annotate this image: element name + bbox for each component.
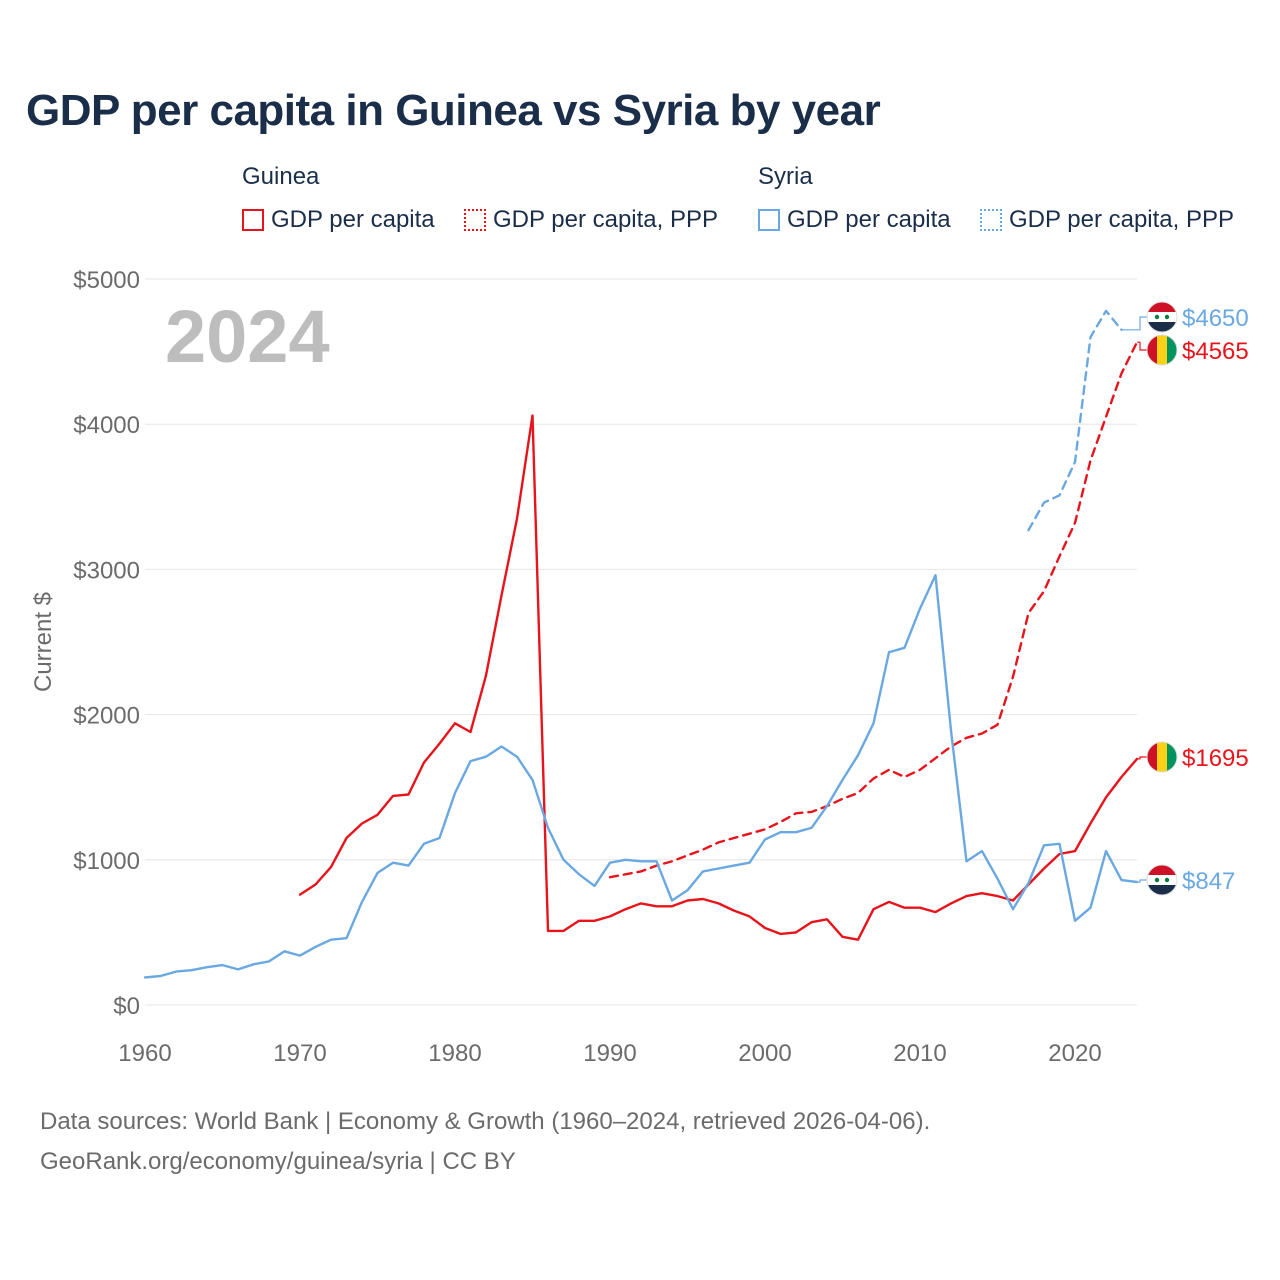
end-labels: $1695 $4565 $847 $4650 bbox=[1121, 301, 1249, 896]
legend-swatch-guinea-gdp bbox=[242, 209, 264, 231]
legend-group-guinea: Guinea bbox=[242, 163, 320, 190]
syria-flag-icon bbox=[1146, 301, 1178, 333]
x-tick-label: 1960 bbox=[118, 1040, 171, 1067]
end-value-label-syria-ppp: $4650 bbox=[1182, 305, 1249, 332]
legend-label-syria-ppp: GDP per capita, PPP bbox=[1009, 206, 1234, 233]
series-line-syria-ppp bbox=[1027, 309, 1123, 532]
guinea-flag-icon bbox=[1146, 741, 1178, 773]
x-tick-label: 1980 bbox=[428, 1040, 481, 1067]
end-label-connector bbox=[1137, 341, 1148, 351]
end-value-label-guinea-gdp: $1695 bbox=[1182, 745, 1249, 772]
end-label-connector bbox=[1121, 316, 1148, 331]
footer-sources: Data sources: World Bank | Economy & Gro… bbox=[40, 1108, 931, 1135]
x-axis-ticks: 1960 1970 1980 1990 2000 2010 2020 bbox=[118, 1040, 1101, 1067]
x-tick-label: 2000 bbox=[738, 1040, 791, 1067]
guinea-flag-icon bbox=[1146, 334, 1178, 366]
legend-item-syria-gdp[interactable]: GDP per capita bbox=[758, 205, 951, 235]
chart-title: GDP per capita in Guinea vs Syria by yea… bbox=[26, 86, 881, 135]
y-tick-label: $5000 bbox=[73, 267, 140, 294]
legend-item-guinea-gdp[interactable]: GDP per capita bbox=[242, 205, 435, 235]
series-line-guinea-gdp bbox=[298, 414, 1139, 941]
series-line-guinea-ppp bbox=[608, 341, 1139, 879]
legend-label-guinea-ppp: GDP per capita, PPP bbox=[493, 206, 718, 233]
legend-item-syria-ppp[interactable]: GDP per capita, PPP bbox=[980, 205, 1234, 235]
legend-swatch-guinea-ppp bbox=[464, 209, 486, 231]
series-line-syria-gdp bbox=[143, 574, 1139, 979]
legend-swatch-syria-gdp bbox=[758, 209, 780, 231]
x-tick-label: 1990 bbox=[583, 1040, 636, 1067]
end-value-label-syria-gdp: $847 bbox=[1182, 868, 1235, 895]
end-label-connector bbox=[1137, 879, 1148, 883]
legend-item-guinea-ppp[interactable]: GDP per capita, PPP bbox=[464, 205, 718, 235]
series-lines bbox=[143, 309, 1139, 979]
y-tick-label: $4000 bbox=[73, 412, 140, 439]
y-tick-label: $0 bbox=[113, 993, 140, 1020]
y-axis-label: Current $ bbox=[30, 592, 57, 692]
footer-credit[interactable]: GeoRank.org/economy/guinea/syria | CC BY bbox=[40, 1148, 516, 1175]
y-tick-label: $1000 bbox=[73, 848, 140, 875]
x-tick-label: 2010 bbox=[893, 1040, 946, 1067]
y-axis-ticks: $0 $1000 $2000 $3000 $4000 $5000 bbox=[73, 267, 140, 1020]
x-tick-label: 1970 bbox=[273, 1040, 326, 1067]
grid-lines bbox=[145, 278, 1137, 1006]
syria-flag-icon bbox=[1146, 864, 1178, 896]
legend-swatch-syria-ppp bbox=[980, 209, 1002, 231]
y-tick-label: $2000 bbox=[73, 703, 140, 730]
legend-group-syria: Syria bbox=[758, 163, 813, 190]
y-tick-label: $3000 bbox=[73, 557, 140, 584]
legend-label-syria-gdp: GDP per capita bbox=[787, 206, 951, 233]
end-value-label-guinea-ppp: $4565 bbox=[1182, 338, 1249, 365]
end-label-connector bbox=[1137, 756, 1148, 760]
x-tick-label: 2020 bbox=[1048, 1040, 1101, 1067]
year-watermark: 2024 bbox=[165, 295, 330, 378]
legend-label-guinea-gdp: GDP per capita bbox=[271, 206, 435, 233]
